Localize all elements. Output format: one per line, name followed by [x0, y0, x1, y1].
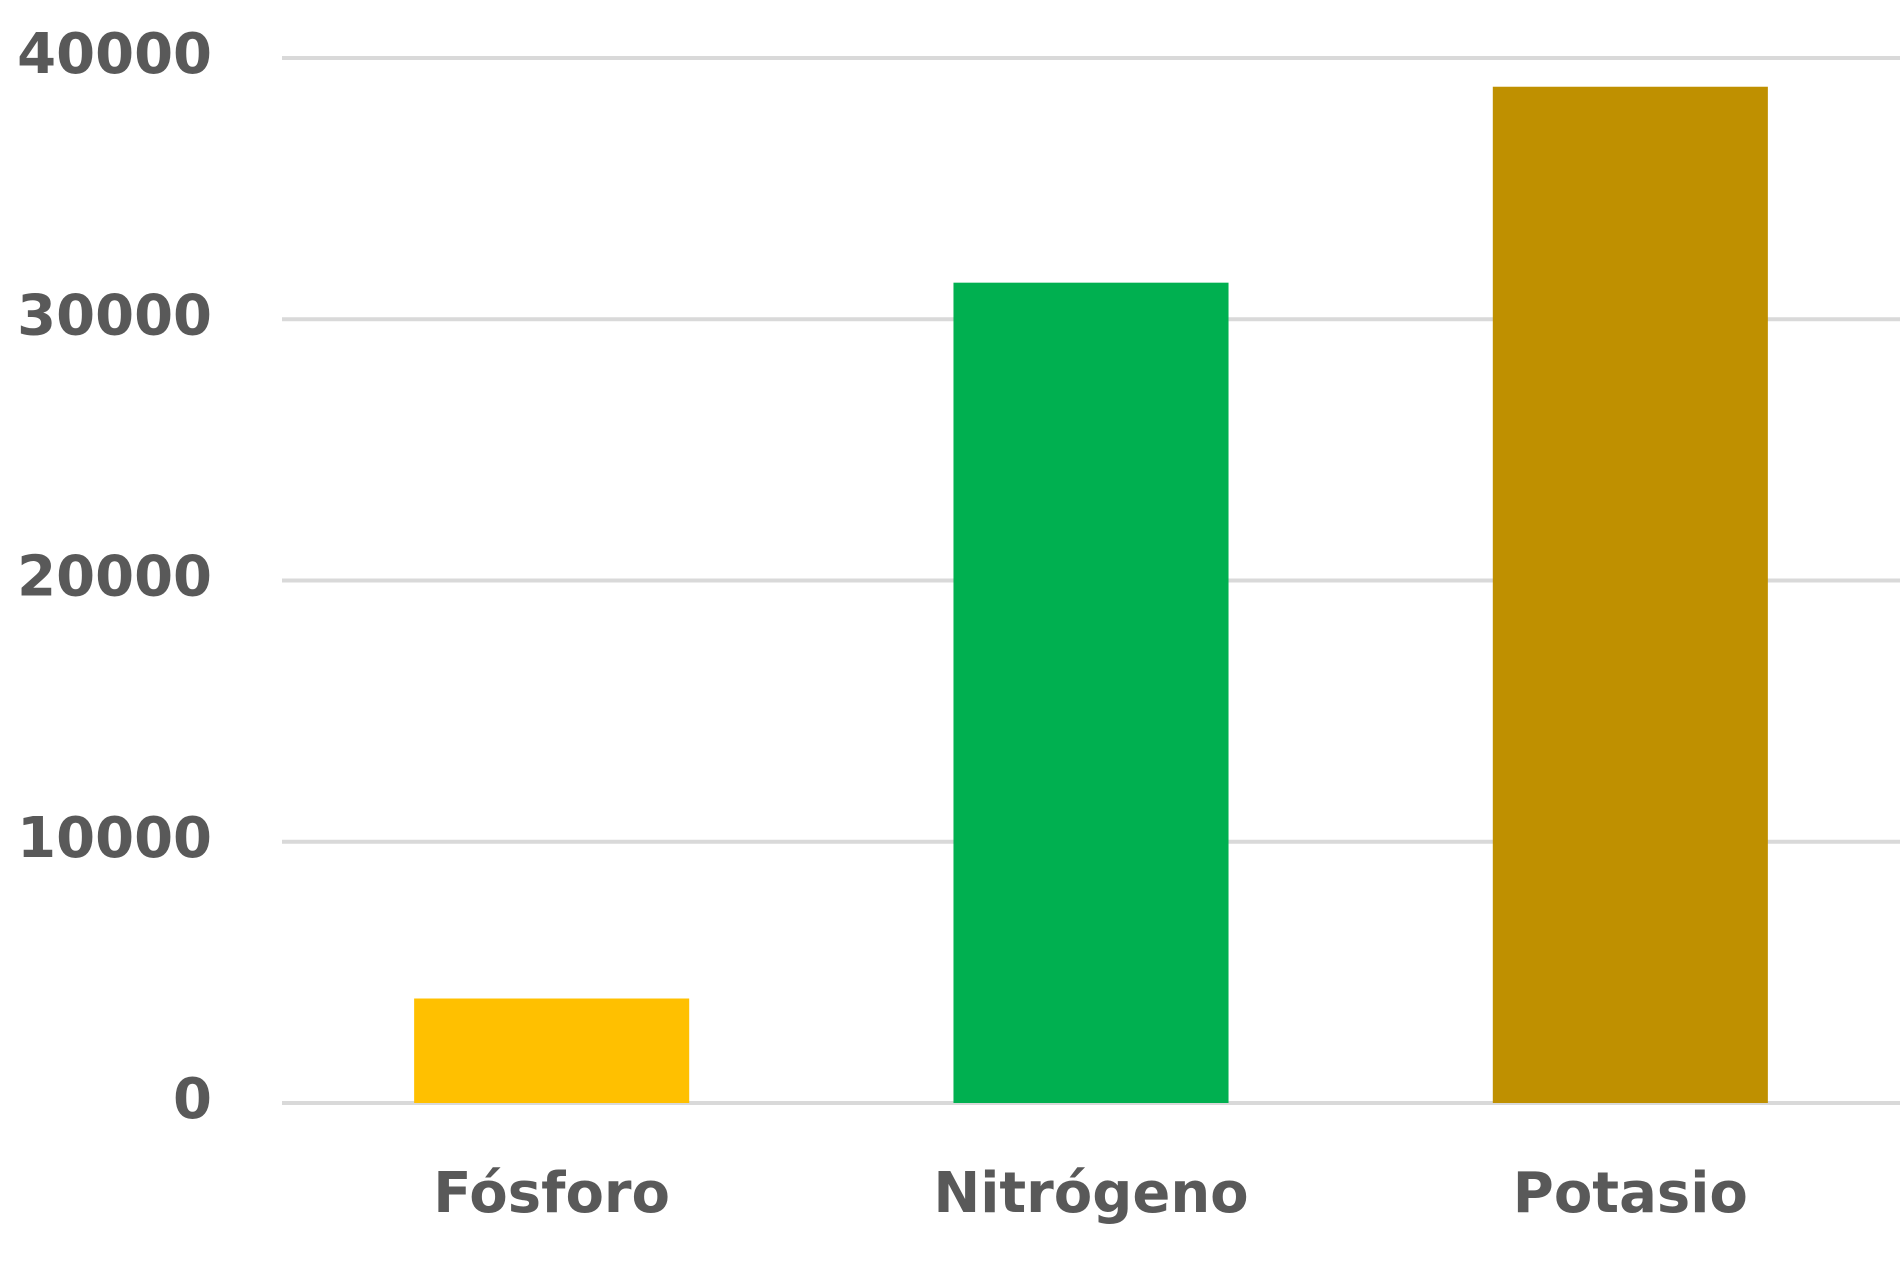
y-tick-label: 20000: [17, 545, 212, 610]
x-tick-label: Nitrógeno: [933, 1161, 1248, 1226]
y-tick-label: 30000: [17, 283, 212, 348]
x-tick-label: Fósforo: [433, 1161, 670, 1226]
x-tick-label: Potasio: [1513, 1161, 1748, 1226]
bar: [953, 282, 1229, 1103]
bar: [414, 998, 690, 1103]
y-tick-label: 10000: [17, 806, 212, 871]
y-tick-label: 0: [173, 1067, 212, 1132]
y-tick-label: 40000: [17, 22, 212, 87]
bar: [1492, 86, 1768, 1104]
